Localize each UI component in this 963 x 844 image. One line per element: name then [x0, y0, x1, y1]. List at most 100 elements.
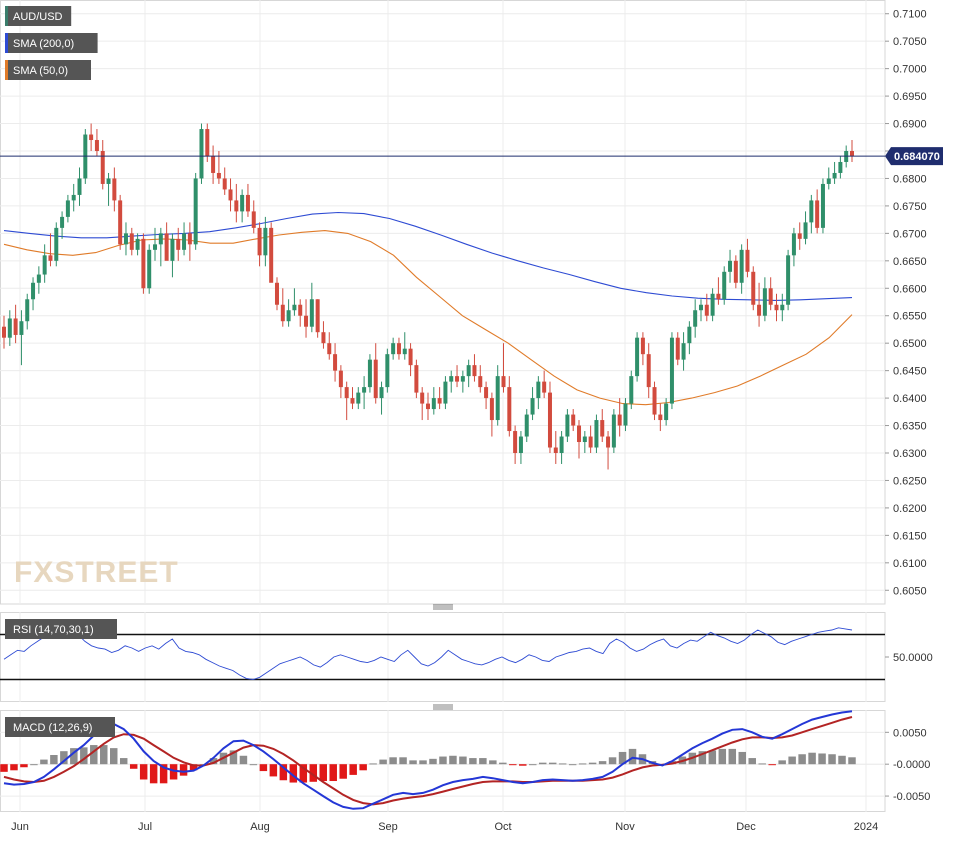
candle [437, 387, 442, 410]
candle [298, 299, 303, 327]
price-tick-label: 0.6550 [893, 311, 927, 323]
candle [141, 233, 146, 294]
candle [838, 156, 843, 179]
candle-body [455, 376, 460, 382]
candle [269, 222, 274, 283]
candle [443, 376, 448, 410]
candle-body [135, 238, 140, 250]
macd-histogram-bar [80, 747, 88, 765]
candle-body [606, 436, 611, 448]
macd-histogram-bar [798, 754, 806, 765]
macd-histogram-bar [269, 764, 278, 777]
candle [588, 425, 593, 453]
candle [263, 216, 268, 267]
macd-panel-frame [0, 710, 886, 812]
candle [222, 167, 227, 195]
price-tick-label: 0.6150 [893, 530, 927, 542]
watermark-layer: FXSTREET [14, 556, 178, 589]
candle-body [640, 337, 645, 355]
candle-body [553, 447, 558, 453]
candle [89, 123, 94, 151]
candle [251, 200, 256, 234]
candle [211, 145, 216, 184]
candle [321, 321, 326, 349]
candle-body [385, 354, 390, 388]
candle [652, 381, 657, 421]
candle-body [698, 304, 703, 311]
candle [19, 310, 24, 366]
candle-body [89, 134, 94, 141]
candle-body [733, 260, 738, 283]
macd-histogram-bar [389, 757, 397, 765]
candle-body [71, 194, 76, 201]
price-tick-label: 0.6250 [893, 475, 927, 487]
candle-body [611, 414, 616, 448]
candle-body [820, 183, 825, 228]
macd-histogram-bar [778, 760, 786, 765]
price-panel-frame [0, 0, 886, 605]
candle [228, 178, 233, 212]
axis-layer: Jun Jul Aug Sep Oct Nov Dec 2024 0.7100 0.7050 0.7… [11, 9, 943, 833]
candle [565, 409, 570, 443]
candle-body [7, 318, 12, 338]
macd-tick-label: 0.0050 [893, 727, 927, 739]
candle-body [193, 178, 198, 245]
candle [518, 431, 523, 464]
candle [547, 381, 552, 453]
candle-body [768, 288, 773, 305]
candle [826, 167, 831, 190]
candle-body [582, 436, 587, 443]
candle-body [542, 381, 547, 393]
macd-histogram-bar [339, 764, 347, 779]
candle-body [338, 370, 343, 388]
candle-body [48, 255, 53, 261]
candle-body [280, 304, 285, 322]
macd-histogram-bar [119, 758, 128, 765]
legend-box [5, 60, 91, 80]
candle-body [669, 337, 674, 404]
macd-histogram-bar [299, 764, 308, 783]
candle-body [112, 178, 117, 201]
macd-histogram-bar [828, 754, 836, 765]
macd-histogram-bar [548, 762, 557, 765]
macd-histogram-bar [319, 764, 327, 782]
candle [530, 387, 535, 421]
macd-histogram-bar [239, 755, 248, 765]
candle-body [211, 156, 216, 173]
price-tick-label: 0.6100 [893, 558, 927, 570]
candle-body [617, 414, 622, 426]
candle [791, 227, 796, 267]
candle-body [838, 161, 843, 173]
macd-histogram-bar [419, 760, 427, 765]
macd-histogram-bar [149, 764, 158, 784]
macd-histogram-bar [309, 764, 318, 782]
rsi-panel [0, 622, 885, 681]
macd-tick-label: -0.0050 [893, 791, 930, 803]
candle [553, 431, 558, 464]
macd-histogram-bar [30, 764, 38, 766]
candle [768, 277, 773, 311]
macd-histogram-bar [818, 753, 826, 765]
candle-body [158, 233, 163, 245]
macd-histogram-bar [738, 751, 746, 765]
candle [356, 387, 361, 410]
candle [745, 238, 750, 278]
macd-histogram-bar [728, 748, 737, 765]
macd-histogram-bar [100, 745, 108, 765]
candle-body [187, 233, 192, 245]
macd-histogram-bar [808, 752, 816, 765]
candle-body [356, 392, 361, 404]
rsi-panel-frame [0, 612, 886, 702]
candle [245, 183, 250, 217]
candle-body [547, 392, 552, 448]
panel-resize-handle-1 [433, 604, 453, 610]
candle [94, 129, 99, 157]
candle-body [123, 233, 128, 245]
candle [182, 222, 187, 256]
candle-body [559, 436, 564, 453]
price-tick-label: 0.6500 [893, 338, 927, 350]
macd-histogram-bar [70, 748, 78, 765]
candle-body [170, 238, 175, 261]
candle-body [472, 365, 477, 377]
candle-body [664, 403, 669, 421]
